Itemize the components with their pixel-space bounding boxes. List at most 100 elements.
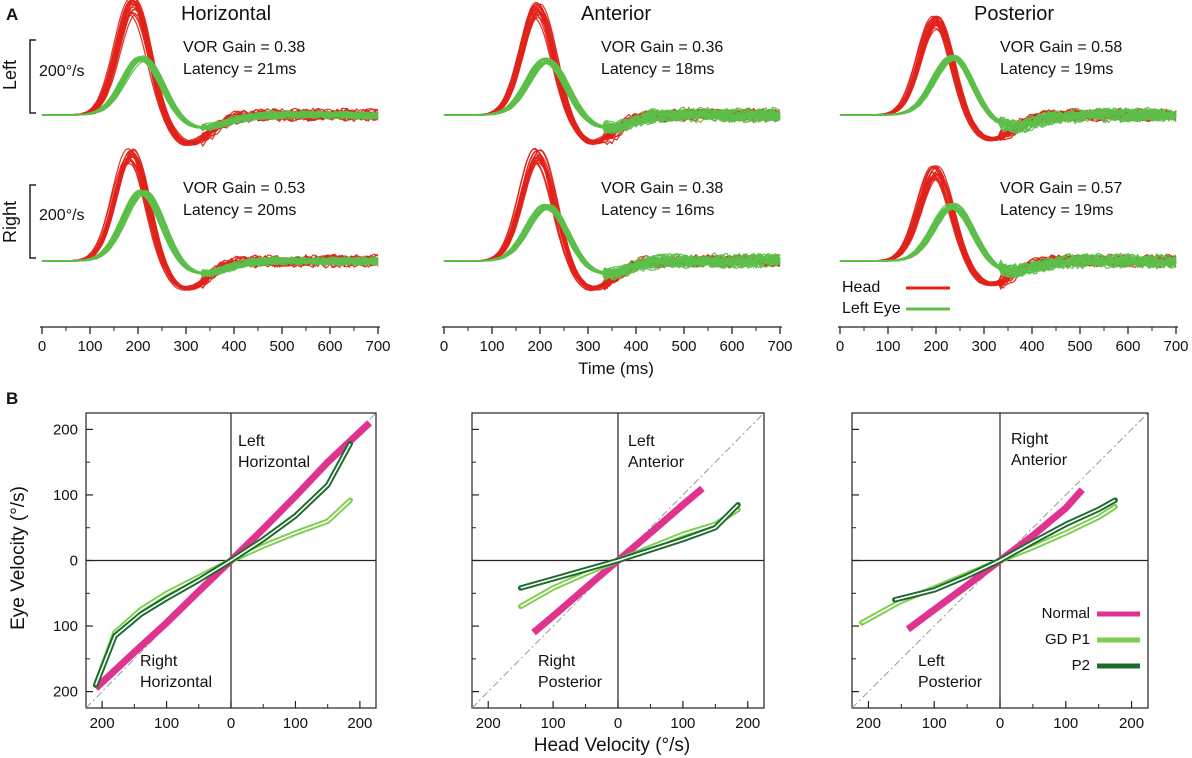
time-tick-label: 700 (1163, 338, 1188, 355)
row-label-right: Right (0, 201, 20, 243)
time-axes: 0 100 200 300 400 500 600 700 0 100 200 300 400 500 60… (38, 326, 1189, 355)
time-tick-label: 500 (269, 338, 294, 355)
eye-trace (443, 204, 781, 277)
head-trace (41, 150, 379, 290)
latency-text: Latency = 16ms (601, 202, 714, 219)
series-band-core (520, 504, 739, 589)
gain-text: VOR Gain = 0.36 (601, 39, 723, 56)
time-tick-label: 200 (125, 338, 150, 355)
x-tick-label: 200 (735, 715, 760, 732)
x-tick-label: 200 (347, 715, 372, 732)
time-tick-label: 0 (836, 338, 844, 355)
latency-text: Latency = 20ms (183, 202, 296, 219)
panel-b-letter: B (6, 389, 18, 408)
head-trace (41, 149, 379, 291)
gain-text: VOR Gain = 0.38 (601, 180, 723, 197)
legend-b: Normal GD P1 P2 (1042, 605, 1140, 674)
time-axis-label: Time (ms) (578, 359, 654, 378)
eye-trace (839, 205, 1177, 276)
legend-normal-label: Normal (1042, 605, 1090, 622)
head-trace (42, 157, 379, 289)
quadrant-upper-label: Left (238, 433, 265, 450)
head-trace (41, 153, 379, 290)
time-tick-label: 400 (1019, 338, 1044, 355)
legend-a: Head Left Eye (842, 279, 950, 317)
series-p2-band (892, 497, 1118, 603)
column-title-anterior: Anterior (581, 3, 651, 25)
x-tick-label: 200 (90, 715, 115, 732)
eye-velocity-axis-label: Eye Velocity (°/s) (8, 486, 29, 630)
quadrant-upper-label: Left (628, 433, 655, 450)
eye-trace (443, 206, 781, 277)
scale-bar-left: 200°/s (29, 39, 85, 114)
x-tick-label: 200 (476, 715, 501, 732)
latency-text: Latency = 19ms (1000, 61, 1113, 78)
x-tick-label: 100 (154, 715, 179, 732)
time-tick-label: 500 (671, 338, 696, 355)
y-tick-label: 200 (53, 684, 78, 701)
trace-panel (443, 147, 781, 292)
head-trace (41, 155, 379, 289)
trace-panel (41, 0, 379, 148)
time-tick-label: 200 (527, 338, 552, 355)
trace-panel (839, 165, 1177, 291)
eye-trace (41, 191, 379, 275)
head-trace (41, 151, 379, 290)
time-tick-label: 300 (173, 338, 198, 355)
time-tick-label: 600 (317, 338, 342, 355)
unity-line (471, 412, 765, 709)
time-axis: 0 100 200 300 400 500 600 700 (38, 326, 391, 355)
y-tick-label: 200 (53, 421, 78, 438)
time-tick-label: 500 (1067, 338, 1092, 355)
velocity-plot: 200 200 100 100 0 0 100 100 200 200 (53, 412, 377, 732)
series-normal-band (93, 420, 372, 691)
time-tick-label: 100 (875, 338, 900, 355)
velocity-plot: 200 100 0 100 200 (471, 412, 765, 732)
quadrant-lower-label: Horizontal (140, 674, 212, 691)
time-axis: 0 100 200 300 400 500 600 700 (440, 326, 793, 355)
eye-trace (41, 59, 379, 128)
gain-text: VOR Gain = 0.53 (183, 180, 305, 197)
time-tick-label: 300 (971, 338, 996, 355)
head-trace (42, 153, 379, 290)
time-tick-label: 700 (767, 338, 792, 355)
latency-text: Latency = 19ms (1000, 202, 1113, 219)
head-trace (41, 153, 379, 290)
head-trace (41, 156, 379, 289)
quadrant-lower-label: Right (140, 653, 178, 670)
y-tick-label: 100 (53, 618, 78, 635)
panel-a-letter: A (6, 5, 18, 24)
quadrant-lower-label: Right (538, 653, 576, 670)
time-tick-label: 0 (440, 338, 448, 355)
head-trace (41, 157, 379, 289)
quadrant-upper-label: Anterior (1011, 452, 1068, 469)
y-tick-label: 0 (70, 553, 78, 570)
latency-text: Latency = 21ms (183, 61, 296, 78)
scale-bar-label: 200°/s (39, 207, 85, 224)
column-title-horizontal: Horizontal (181, 3, 271, 25)
velocity-plot: 200 100 0 100 200 (851, 412, 1149, 732)
eye-trace (443, 204, 780, 275)
time-tick-label: 200 (923, 338, 948, 355)
x-tick-label: 0 (227, 715, 235, 732)
x-tick-label: 100 (283, 715, 308, 732)
head-trace (41, 153, 379, 290)
quadrant-lower-label: Posterior (538, 674, 603, 691)
legend-head-label: Head (842, 279, 880, 296)
eye-trace (443, 57, 781, 135)
y-tick-label: 100 (53, 487, 78, 504)
x-tick-label: 0 (996, 715, 1004, 732)
trace-panel (443, 1, 781, 146)
legend-gdp1-label: GD P1 (1045, 631, 1090, 648)
x-tick-label: 100 (922, 715, 947, 732)
quadrant-upper-label: Horizontal (238, 454, 310, 471)
head-trace (42, 155, 379, 289)
time-tick-label: 0 (38, 338, 46, 355)
time-tick-label: 400 (623, 338, 648, 355)
quadrant-upper-label: Right (1011, 431, 1049, 448)
trace-panel (41, 148, 379, 291)
head-eye-traces (41, 0, 1177, 292)
x-tick-label: 100 (1053, 715, 1078, 732)
time-tick-label: 100 (77, 338, 102, 355)
